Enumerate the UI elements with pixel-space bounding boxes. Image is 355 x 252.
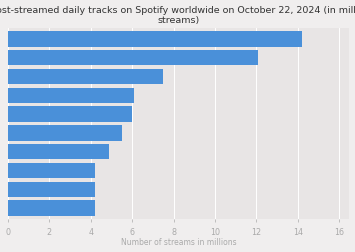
Title: Most-streamed daily tracks on Spotify worldwide on October 22, 2024 (in million
: Most-streamed daily tracks on Spotify wo… (0, 6, 355, 25)
Bar (8, 163, 95, 178)
Bar (8, 201, 95, 216)
Bar (8, 107, 132, 122)
Bar (8, 182, 95, 197)
X-axis label: Number of streams in millions: Number of streams in millions (121, 237, 236, 246)
Bar (8, 32, 302, 47)
Bar (8, 70, 163, 85)
Bar (8, 126, 122, 141)
Bar (8, 51, 258, 66)
Bar (8, 144, 109, 160)
Bar (8, 88, 134, 104)
